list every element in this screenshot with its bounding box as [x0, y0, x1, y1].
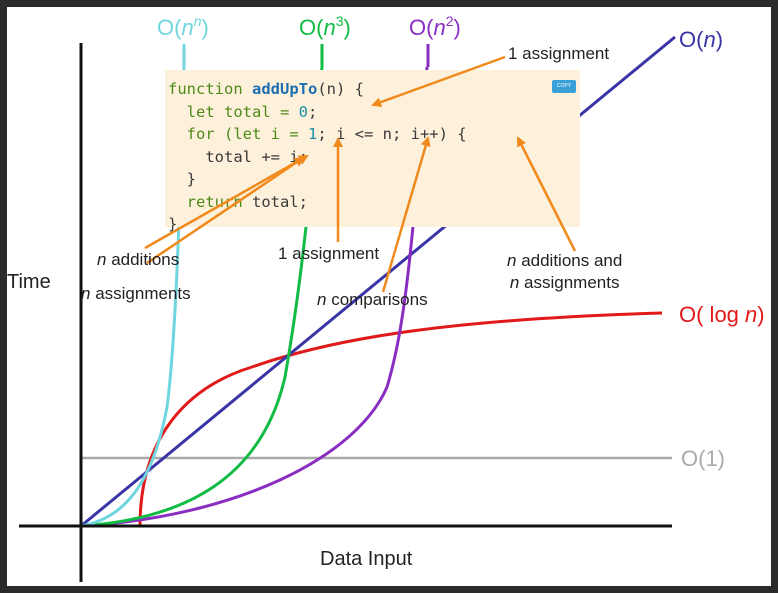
complexity-diagram: Time Data Input O(nn) O(n3) O(n2) O(n) O…	[7, 7, 771, 586]
copy-button[interactable]: COPY	[552, 80, 576, 93]
annotation-add-assign: n additions and n assignments	[507, 251, 623, 292]
code-line-4: total += i;	[168, 147, 309, 166]
annotation-top-assignment: 1 assignment	[508, 44, 610, 63]
annotation-n-assignments: n assignments	[81, 284, 191, 303]
curve-label-log-n: O( log n)	[679, 302, 765, 327]
x-axis-label: Data Input	[320, 548, 413, 570]
code-line-3: for (let i = 1; i <= n; i++) {	[168, 125, 467, 143]
curve-label-n-pow-n: O(nn)	[157, 13, 209, 40]
curve-label-n-squared: O(n2)	[409, 13, 461, 40]
curve-label-n-cubed: O(n3)	[299, 13, 351, 40]
curve-label-constant: O(1)	[681, 446, 725, 471]
code-text: function addUpTo(n) { let total = 0; for…	[168, 78, 467, 236]
code-line-2: let total = 0;	[168, 102, 318, 121]
code-line-1: function addUpTo(n) {	[168, 80, 364, 98]
big-o-chart: Time Data Input O(nn) O(n3) O(n2) O(n) O…	[7, 13, 765, 582]
curve-label-linear: O(n)	[679, 27, 723, 52]
curve-log-n	[138, 311, 663, 527]
code-block: COPY function addUpTo(n) { let total = 0…	[165, 70, 580, 233]
y-axis-label: Time	[7, 271, 51, 293]
code-line-5: }	[168, 170, 196, 188]
annotation-n-comparisons: n comparisons	[317, 290, 428, 309]
code-line-7: }	[168, 215, 178, 233]
annotation-mid-assignment: 1 assignment	[278, 244, 380, 263]
annotation-n-additions: n additions	[97, 250, 180, 269]
code-line-6: return total;	[168, 192, 308, 211]
